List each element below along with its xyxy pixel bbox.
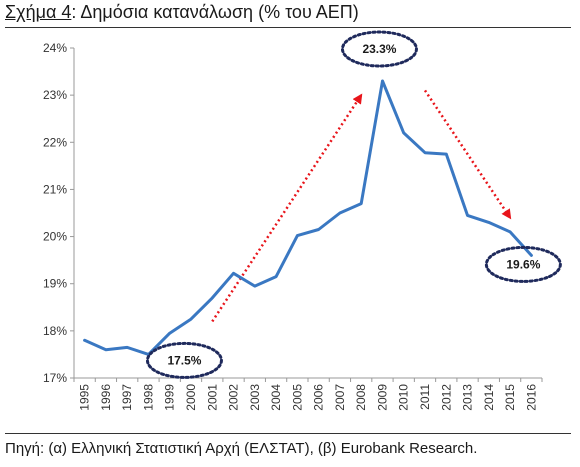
trend-arrows	[211, 89, 512, 323]
figure-title-text: : Δημόσια κατανάλωση (% του ΑΕΠ)	[71, 2, 359, 22]
x-tick-label: 2003	[248, 384, 262, 411]
x-tick-label: 2015	[503, 384, 517, 411]
data-point	[125, 346, 129, 349]
data-point	[423, 151, 427, 154]
x-tick-label: 1995	[78, 384, 92, 411]
line-chart: 17% 18% 19% 20% 21% 22% 23% 24% 1995 1996 1997 1998…	[43, 30, 562, 411]
x-tick-label: 2004	[269, 384, 283, 411]
data-point	[466, 214, 469, 217]
trend-arrow	[423, 89, 512, 220]
x-tick-label: 2008	[354, 384, 368, 411]
data-point	[359, 202, 363, 205]
chart-title: Σχήμα 4: Δημόσια κατανάλωση (% του ΑΕΠ)	[5, 2, 359, 23]
data-point	[402, 131, 405, 135]
series-layer	[83, 79, 533, 356]
series-line	[83, 79, 533, 356]
data-point	[274, 275, 278, 278]
x-tick-label: 2011	[418, 384, 432, 410]
y-tick-label: 24%	[43, 41, 67, 55]
x-tick-label: 2005	[290, 384, 304, 411]
y-tick-label: 20%	[43, 230, 67, 244]
trend-arrow	[211, 93, 363, 323]
x-tick-label: 2012	[439, 384, 453, 411]
data-point	[445, 152, 448, 156]
figure-label: Σχήμα 4	[5, 2, 72, 22]
y-tick-label: 19%	[43, 277, 67, 291]
data-point	[104, 348, 108, 351]
x-tick-label: 1998	[141, 384, 155, 411]
annotation-ellipse	[340, 30, 418, 68]
x-tick-label: 2000	[184, 384, 198, 411]
x-tick-label: 2006	[312, 384, 326, 411]
x-tick-label: 2002	[227, 384, 241, 411]
y-tick-label: 23%	[43, 88, 67, 102]
x-tick-label: 2016	[524, 384, 538, 411]
data-label: 23.3%	[362, 42, 396, 56]
x-tick-label: 2001	[205, 384, 219, 411]
data-point	[508, 230, 512, 234]
x-tick-label: 2009	[375, 384, 389, 411]
x-tick-label: 1999	[163, 384, 177, 411]
data-point	[317, 228, 320, 231]
data-point	[168, 332, 171, 335]
y-tick-label: 17%	[43, 371, 67, 385]
source-note: Πηγή: (α) Ελληνική Στατιστική Αρχή (ΕΛΣΤ…	[5, 440, 478, 457]
annotation-ellipse	[145, 341, 223, 379]
data-point	[83, 339, 86, 342]
annotation-ellipse	[484, 245, 562, 283]
data-point	[530, 254, 533, 257]
data-point	[189, 317, 193, 321]
x-tick-label: 1996	[99, 384, 113, 411]
x-tick-label: 2013	[461, 384, 475, 411]
data-point	[211, 296, 214, 300]
x-tick-label: 2007	[333, 384, 347, 411]
data-point	[232, 272, 235, 275]
x-tick-label: 2014	[482, 384, 496, 411]
data-point	[381, 79, 384, 83]
x-tick-label: 1997	[120, 384, 134, 411]
x-tick-label: 2010	[397, 384, 411, 411]
axes: 17% 18% 19% 20% 21% 22% 23% 24% 1995 1996 1997 1998…	[43, 41, 543, 411]
y-tick-label: 18%	[43, 324, 67, 338]
data-label: 17.5%	[167, 353, 201, 367]
y-tick-label: 22%	[43, 135, 67, 149]
source-rule	[5, 433, 571, 434]
data-point	[296, 234, 299, 237]
title-rule	[5, 27, 571, 28]
annotations: 17.5% 23.3% 19.6%	[145, 30, 562, 379]
data-label: 19.6%	[506, 257, 540, 271]
y-tick-label: 21%	[43, 182, 67, 196]
data-point	[338, 211, 342, 215]
data-point	[253, 284, 257, 288]
data-point	[487, 221, 491, 224]
